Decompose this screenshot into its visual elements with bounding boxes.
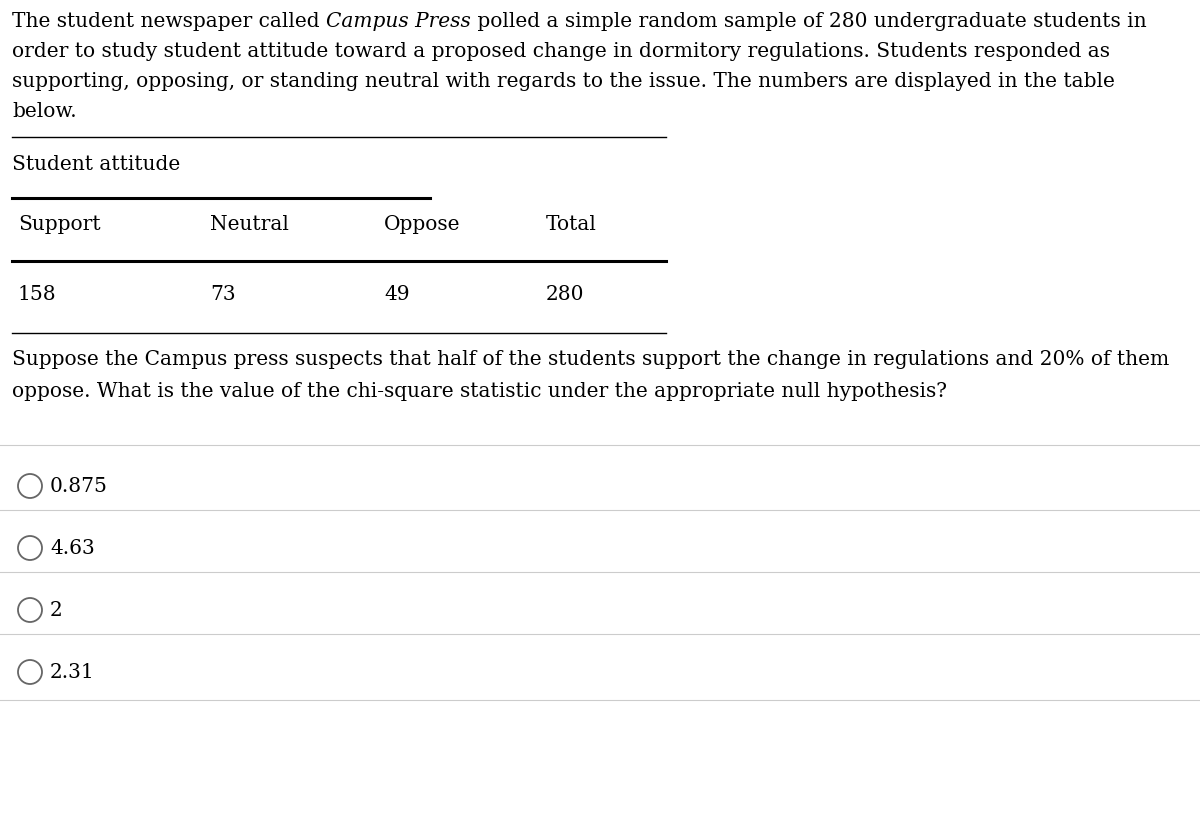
Text: 73: 73 bbox=[210, 285, 235, 304]
Text: Oppose: Oppose bbox=[384, 215, 461, 234]
Text: 158: 158 bbox=[18, 285, 56, 304]
Text: oppose. What is the value of the chi-square statistic under the appropriate null: oppose. What is the value of the chi-squ… bbox=[12, 382, 947, 401]
Text: Neutral: Neutral bbox=[210, 215, 289, 234]
Text: Student attitude: Student attitude bbox=[12, 155, 180, 174]
Text: 280: 280 bbox=[546, 285, 584, 304]
Text: Support: Support bbox=[18, 215, 101, 234]
Text: supporting, opposing, or standing neutral with regards to the issue. The numbers: supporting, opposing, or standing neutra… bbox=[12, 72, 1115, 91]
Text: 2.31: 2.31 bbox=[50, 662, 95, 681]
Text: below.: below. bbox=[12, 102, 77, 121]
Text: polled a simple random sample of 280 undergraduate students in: polled a simple random sample of 280 und… bbox=[470, 12, 1146, 31]
Text: The student newspaper called: The student newspaper called bbox=[12, 12, 326, 31]
Text: 2: 2 bbox=[50, 601, 62, 620]
Text: 0.875: 0.875 bbox=[50, 477, 108, 496]
Text: 49: 49 bbox=[384, 285, 409, 304]
Text: Suppose the Campus press suspects that half of the students support the change i: Suppose the Campus press suspects that h… bbox=[12, 350, 1169, 369]
Text: order to study student attitude toward a proposed change in dormitory regulation: order to study student attitude toward a… bbox=[12, 42, 1110, 61]
Text: Campus Press: Campus Press bbox=[326, 12, 470, 31]
Text: Total: Total bbox=[546, 215, 596, 234]
Text: 4.63: 4.63 bbox=[50, 538, 95, 557]
